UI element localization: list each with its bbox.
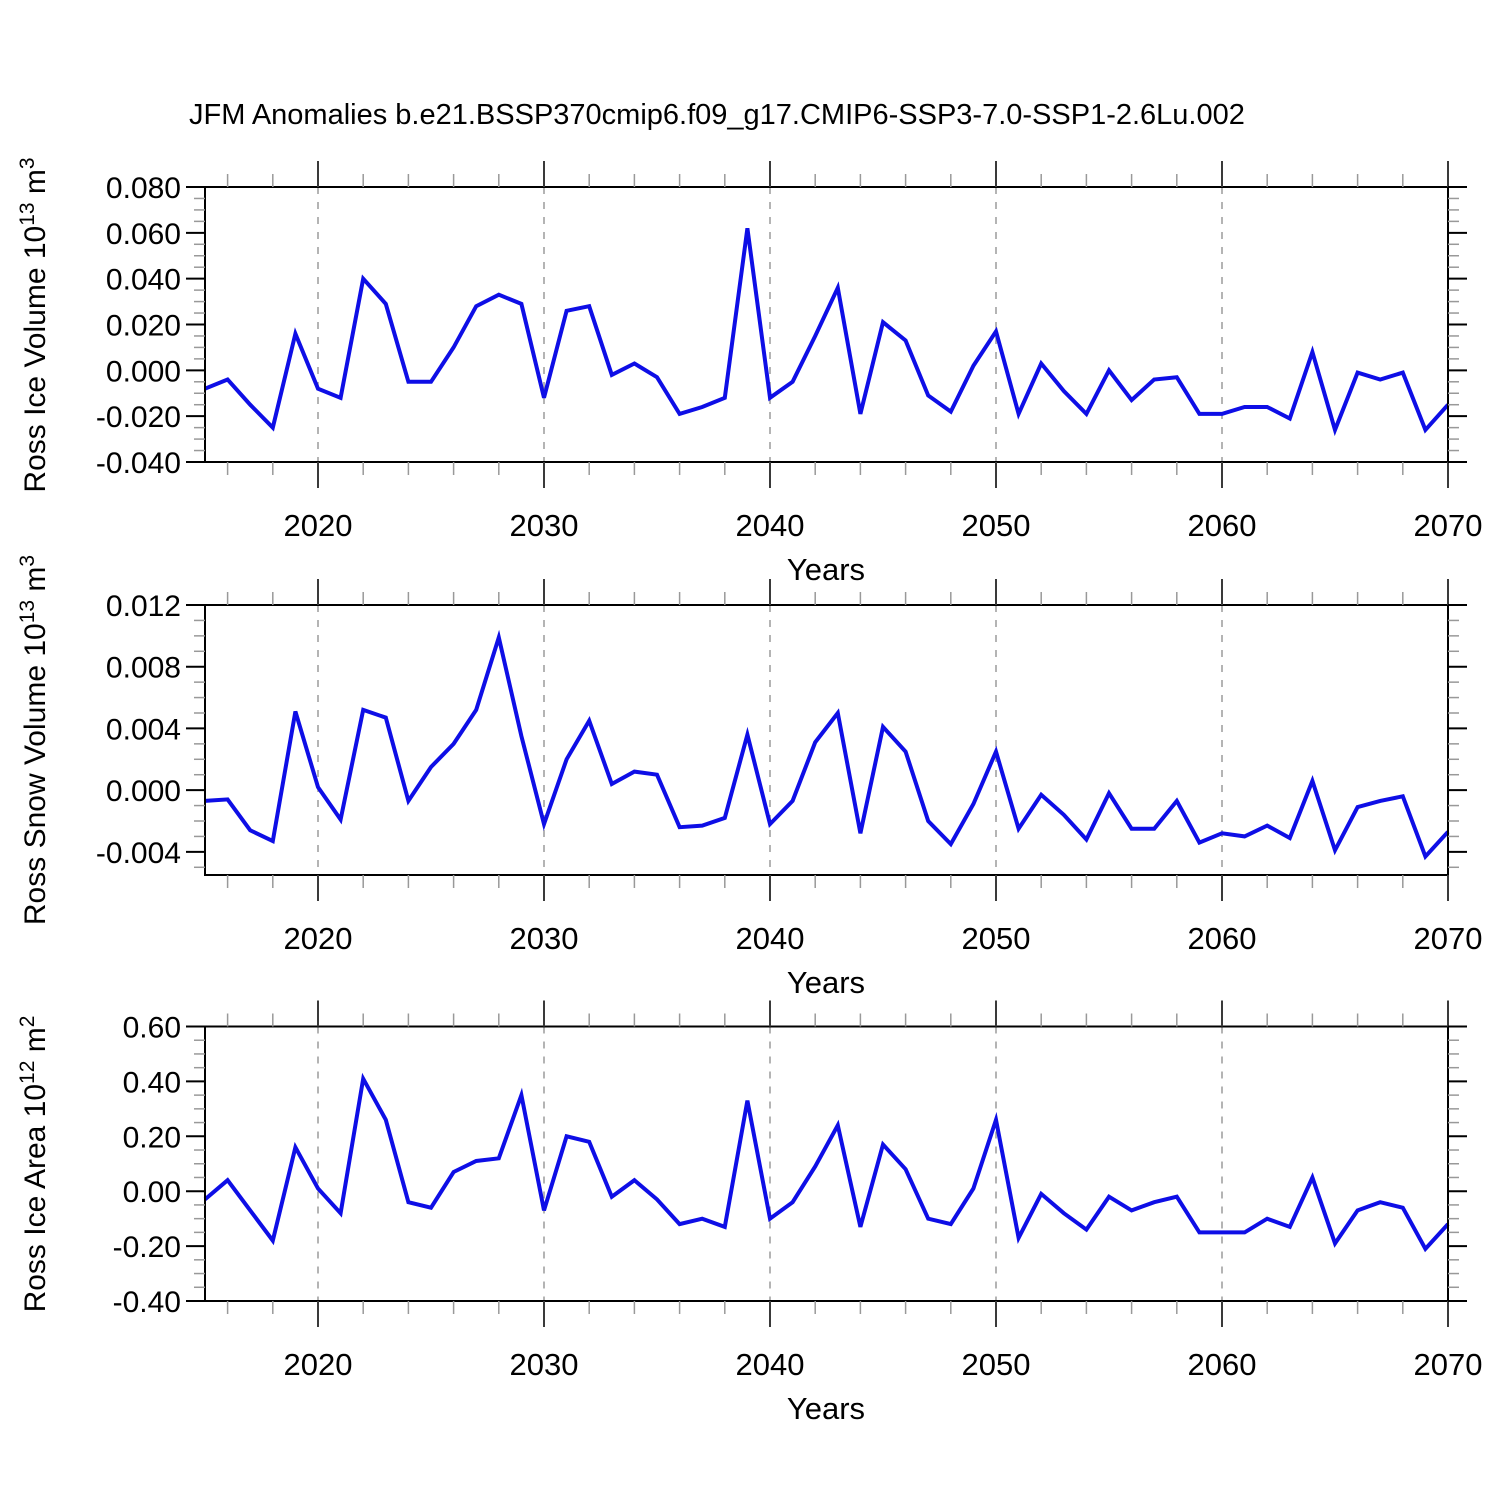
x-tick-label: 2050 — [962, 1347, 1031, 1382]
panel-ross-snow-volume-anomaly: 2020 2030 2040 2050 2060 2070 0.012 0.008 0.004 0… — [96, 579, 1483, 956]
y-tick-label: -0.004 — [96, 837, 181, 870]
chart-title: JFM Anomalies b.e21.BSSP370cmip6.f09_g17… — [189, 99, 1245, 131]
x-tick-label: 2060 — [1188, 508, 1257, 543]
x-tick-label: 2040 — [736, 921, 805, 956]
y-tick-label: 0.40 — [123, 1066, 181, 1099]
x-tick-label: 2030 — [510, 508, 579, 543]
y-tick-label: 0.012 — [106, 590, 181, 623]
x-tick-label: 2020 — [284, 921, 353, 956]
y-tick-label: 0.000 — [106, 775, 181, 808]
x-tick-label: 2060 — [1188, 1347, 1257, 1382]
x-tick-label: 2040 — [736, 508, 805, 543]
x-tick-label: 2040 — [736, 1347, 805, 1382]
x-tick-label: 2030 — [510, 921, 579, 956]
data-line — [204, 228, 1450, 437]
x-tick-label: 2070 — [1414, 1347, 1483, 1382]
x-tick-label: 2050 — [962, 508, 1031, 543]
y-tick-label: -0.40 — [113, 1286, 181, 1319]
y-tick-label: 0.20 — [123, 1121, 181, 1154]
x-axis-title-panel-3: Years — [786, 1391, 866, 1426]
y-tick-label: 0.020 — [106, 310, 181, 343]
plot-frame — [204, 604, 1449, 876]
y-tick-label: 0.080 — [106, 172, 181, 205]
y-tick-label: 0.060 — [106, 218, 181, 251]
panel-ross-ice-area-anomaly: 2020 2030 2040 2050 2060 2070 0.60 0.40 0.20 0.00… — [113, 1000, 1483, 1382]
y-tick-label: 0.040 — [106, 264, 181, 297]
x-tick-label: 2070 — [1414, 508, 1483, 543]
data-line — [204, 629, 1450, 861]
panel-ross-ice-volume-anomaly: 2020 2030 2040 2050 2060 2070 0.080 0.060 0.040 0… — [96, 161, 1483, 543]
y-tick-label: 0.004 — [106, 713, 181, 746]
x-tick-label: 2020 — [284, 508, 353, 543]
y-tick-label: -0.040 — [96, 447, 181, 480]
x-axis-title-panel-1: Years — [786, 552, 866, 587]
y-tick-label: -0.20 — [113, 1231, 181, 1264]
x-tick-label: 2070 — [1414, 921, 1483, 956]
y-tick-label: 0.008 — [106, 652, 181, 685]
y-tick-label: 0.000 — [106, 355, 181, 388]
y-tick-label: 0.00 — [123, 1176, 181, 1209]
y-tick-label: 0.60 — [123, 1012, 181, 1045]
x-axis-title-panel-2: Years — [786, 965, 866, 1000]
data-line — [203, 1072, 1450, 1253]
plot-frame — [204, 1025, 1449, 1302]
y-tick-label: -0.020 — [96, 401, 181, 434]
x-tick-label: 2030 — [510, 1347, 579, 1382]
x-tick-label: 2020 — [284, 1347, 353, 1382]
x-tick-label: 2050 — [962, 921, 1031, 956]
x-tick-label: 2060 — [1188, 921, 1257, 956]
